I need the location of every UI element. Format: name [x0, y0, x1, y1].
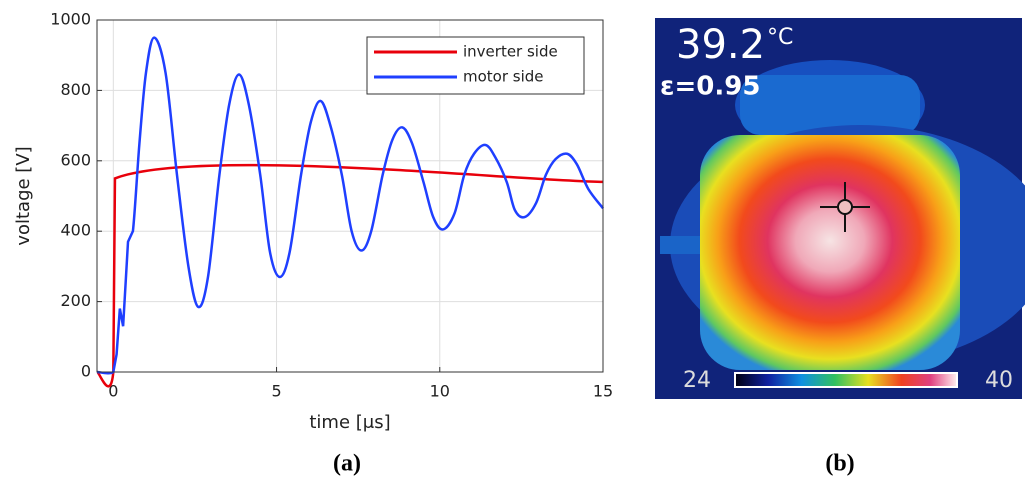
caption: (b): [825, 451, 854, 477]
x-tick-label: 5: [271, 382, 281, 401]
y-tick-label: 400: [60, 221, 91, 240]
legend-label: inverter side: [463, 43, 558, 61]
y-axis-label: voltage [V]: [13, 146, 34, 245]
x-tick-label: 0: [108, 382, 118, 401]
temperature-unit: °C: [767, 25, 793, 50]
crosshair: [820, 182, 870, 232]
emissivity: ε=0.95: [660, 72, 760, 102]
y-tick-label: 600: [60, 150, 91, 169]
plot: 0 200 400 600 800 1000 0 5 10 15 time [μs] voltage …: [13, 10, 613, 434]
color-scale: [734, 372, 958, 388]
motor-box: [740, 75, 920, 135]
y-tick-label: 1000: [50, 10, 91, 29]
legend-label: motor side: [463, 68, 544, 86]
motor-body: [700, 135, 960, 370]
x-axis-label: time [μs]: [309, 412, 390, 433]
y-tick-label: 200: [60, 291, 91, 310]
legend-box: [366, 36, 585, 95]
shaft: [660, 236, 700, 254]
line: [96, 36, 604, 375]
x-tick-label: 10: [430, 382, 450, 401]
axes-frame: [96, 19, 604, 373]
y-tick-label: 800: [60, 80, 91, 99]
temperature: 39.2: [676, 22, 765, 68]
line: [95, 163, 604, 388]
scale-max: 40: [985, 368, 1013, 393]
scale-min: 24: [683, 368, 711, 393]
y-tick-label: 0: [81, 362, 91, 381]
caption: (a): [333, 451, 361, 477]
x-tick-label: 15: [593, 382, 613, 401]
thermal-image: 39.2 °C ε=0.95 24 40: [655, 18, 1025, 399]
